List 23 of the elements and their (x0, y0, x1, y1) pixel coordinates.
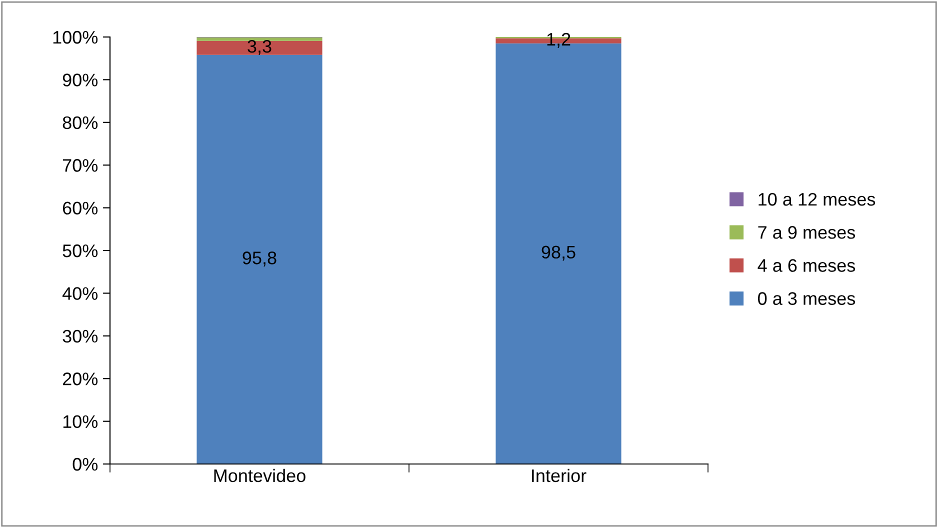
legend-label: 0 a 3 meses (758, 292, 856, 305)
y-tick-label: 0% (72, 458, 98, 471)
y-tick-label: 80% (62, 116, 98, 130)
legend-label: 4 a 6 meses (758, 259, 856, 272)
legend-label: 7 a 9 meses (758, 226, 856, 239)
legend-label: 10 a 12 meses (758, 192, 876, 206)
y-tick-label: 20% (62, 372, 98, 386)
bar (196, 54, 322, 464)
y-tick-label: 70% (62, 159, 98, 172)
x-tick-label: Montevideo (214, 468, 306, 482)
y-tick-label: 30% (62, 330, 98, 343)
bar (196, 40, 322, 55)
y-tick-label: 10% (63, 415, 98, 428)
data-label: 3,3 (248, 40, 272, 55)
y-tick-label: 50% (62, 244, 98, 258)
data-label: 95,8 (242, 252, 276, 266)
x-tick-label: Interior (532, 468, 586, 482)
y-tick-label: 60% (62, 202, 98, 215)
y-tick-label: 40% (62, 287, 98, 300)
y-tick-label: 100% (53, 30, 98, 44)
y-tick-label: 90% (62, 74, 98, 86)
bar (196, 37, 322, 41)
data-label: 98,5 (542, 246, 576, 261)
